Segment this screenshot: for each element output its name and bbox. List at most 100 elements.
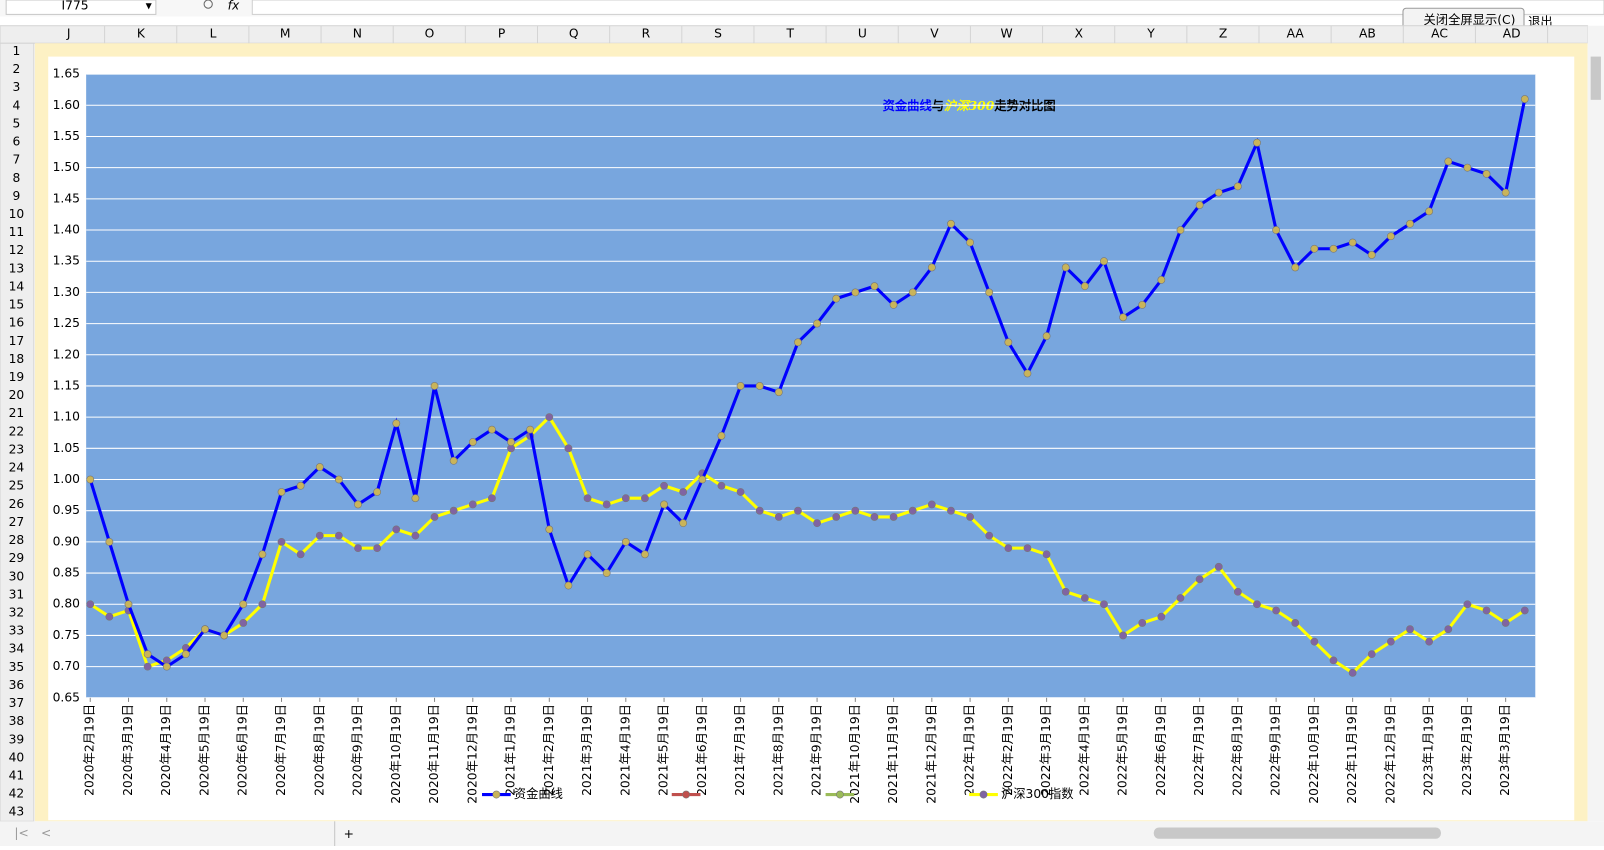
row-header: 20 bbox=[9, 388, 25, 402]
fx-label: fx bbox=[228, 0, 240, 13]
data-point bbox=[621, 494, 630, 503]
data-point bbox=[660, 500, 668, 509]
data-point bbox=[1061, 587, 1070, 596]
data-point bbox=[143, 662, 152, 671]
data-point bbox=[373, 544, 382, 553]
data-point bbox=[870, 282, 879, 291]
data-point bbox=[1329, 656, 1338, 665]
data-point bbox=[1080, 282, 1089, 291]
data-point bbox=[621, 537, 630, 546]
x-tick-label: 2021年4月19日 bbox=[618, 704, 632, 796]
data-point bbox=[1482, 169, 1491, 178]
x-tick-label: 2020年5月19日 bbox=[198, 704, 212, 796]
data-point bbox=[1520, 606, 1529, 615]
data-point bbox=[468, 500, 477, 509]
data-point bbox=[583, 550, 592, 559]
data-point bbox=[162, 662, 171, 671]
add-sheet[interactable]: + bbox=[344, 827, 354, 841]
data-point bbox=[1214, 188, 1223, 197]
row-header: 37 bbox=[9, 696, 25, 710]
data-point bbox=[124, 600, 133, 609]
data-point bbox=[449, 506, 458, 515]
h-scroll-thumb[interactable] bbox=[1153, 827, 1441, 839]
data-point bbox=[1482, 606, 1491, 615]
data-point bbox=[1367, 251, 1376, 259]
row-header: 4 bbox=[12, 98, 20, 112]
y-tick-label: 1.45 bbox=[53, 191, 80, 205]
data-point bbox=[1233, 587, 1242, 596]
data-point bbox=[354, 500, 362, 509]
data-point bbox=[277, 537, 286, 546]
formula-input[interactable] bbox=[251, 0, 1604, 15]
data-point bbox=[1253, 600, 1261, 609]
data-point bbox=[1119, 631, 1128, 640]
zoom-icon[interactable] bbox=[203, 0, 213, 9]
data-point bbox=[411, 531, 420, 540]
data-point bbox=[1444, 157, 1453, 166]
data-point bbox=[526, 425, 535, 434]
x-tick-label: 2021年7月19日 bbox=[733, 704, 747, 796]
data-point bbox=[239, 600, 248, 609]
data-point bbox=[1195, 201, 1204, 209]
name-box[interactable] bbox=[5, 0, 157, 15]
data-point bbox=[947, 219, 955, 228]
data-point bbox=[373, 488, 382, 496]
data-point bbox=[832, 513, 841, 521]
column-header: Q bbox=[569, 26, 579, 40]
row-header: 40 bbox=[9, 750, 25, 764]
legend-marker bbox=[492, 790, 501, 799]
row-header: 38 bbox=[9, 714, 25, 728]
data-point bbox=[507, 438, 515, 446]
row-header: 8 bbox=[12, 171, 20, 185]
data-point bbox=[851, 288, 860, 297]
data-point bbox=[641, 550, 649, 559]
data-point bbox=[927, 500, 936, 509]
scroll-thumb[interactable] bbox=[1590, 56, 1601, 100]
data-point bbox=[1100, 600, 1108, 609]
column-header: O bbox=[425, 26, 435, 40]
vertical-scrollbar[interactable] bbox=[1587, 25, 1604, 822]
data-point bbox=[1406, 219, 1414, 228]
data-point bbox=[488, 494, 496, 503]
row-header: 2 bbox=[12, 62, 20, 76]
data-point bbox=[1272, 226, 1281, 234]
x-tick-label: 2022年9月19日 bbox=[1269, 704, 1283, 796]
y-tick-label: 0.95 bbox=[53, 503, 80, 517]
x-tick-label: 2022年3月19日 bbox=[1039, 704, 1053, 796]
x-tick-label: 2021年11月19日 bbox=[886, 704, 900, 804]
row-header: 41 bbox=[9, 769, 25, 783]
row-header: 1 bbox=[12, 44, 20, 58]
y-tick-label: 1.30 bbox=[53, 285, 81, 299]
data-point bbox=[679, 488, 688, 496]
column-header: Z bbox=[1219, 26, 1227, 40]
data-point bbox=[430, 513, 439, 521]
x-tick-label: 2020年2月19日 bbox=[83, 704, 97, 796]
nav-prev[interactable]: < bbox=[41, 826, 51, 840]
data-point bbox=[488, 425, 496, 434]
data-point bbox=[1253, 138, 1261, 147]
column-header: N bbox=[353, 26, 362, 40]
data-point bbox=[679, 519, 688, 528]
data-point bbox=[717, 481, 726, 490]
x-tick-label: 2021年3月19日 bbox=[580, 704, 594, 796]
x-tick-label: 2022年12月19日 bbox=[1383, 704, 1397, 804]
data-point bbox=[755, 506, 764, 515]
data-point bbox=[1310, 244, 1319, 253]
data-point bbox=[602, 500, 611, 509]
data-point bbox=[908, 288, 917, 297]
data-point bbox=[698, 475, 707, 484]
row-header: 25 bbox=[9, 479, 25, 493]
row-header: 30 bbox=[9, 569, 25, 583]
y-tick-label: 1.65 bbox=[53, 67, 80, 81]
data-point bbox=[335, 475, 343, 484]
data-point bbox=[1214, 562, 1223, 571]
data-point bbox=[220, 631, 229, 640]
nav-first[interactable]: |< bbox=[14, 826, 28, 840]
legend-marker bbox=[836, 790, 844, 799]
x-tick-label: 2020年3月19日 bbox=[121, 704, 135, 796]
data-point bbox=[1329, 244, 1338, 253]
data-point bbox=[1023, 544, 1032, 553]
data-point bbox=[1272, 606, 1281, 615]
row-header: 21 bbox=[9, 406, 25, 420]
x-tick-label: 2023年1月19日 bbox=[1422, 704, 1436, 796]
